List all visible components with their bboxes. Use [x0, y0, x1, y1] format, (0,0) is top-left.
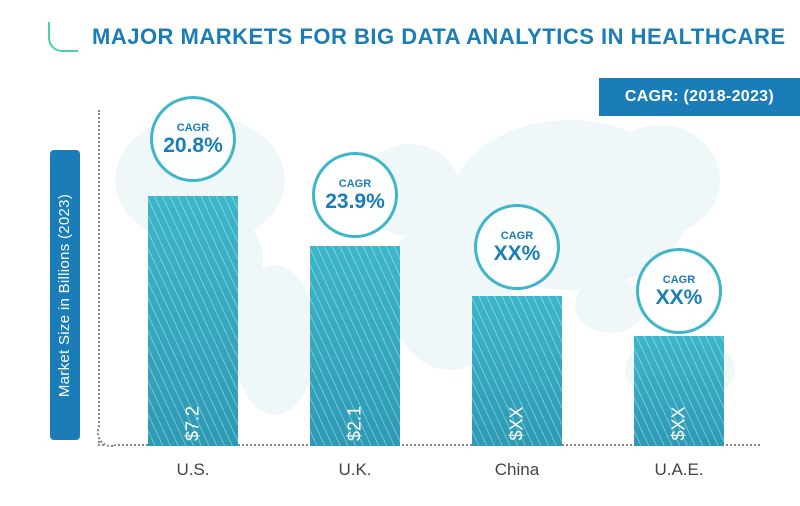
cagr-bubble-value: 23.9% [325, 191, 385, 212]
bar-us: $7.2 [148, 196, 238, 446]
cagr-bubble-value: XX% [494, 243, 541, 264]
title-container: MAJOR MARKETS FOR BIG DATA ANALYTICS IN … [48, 22, 786, 52]
y-axis-label: Market Size in Billions (2023) [57, 193, 74, 396]
cagr-bubble: CAGRXX% [636, 248, 722, 334]
bar-uae: $XX [634, 336, 724, 446]
cagr-bubble-label: CAGR [339, 178, 371, 190]
cagr-bubble-label: CAGR [663, 274, 695, 286]
y-axis-line [98, 110, 100, 446]
bar-value-label: $7.2 [183, 406, 204, 441]
y-axis-band: Market Size in Billions (2023) [50, 150, 80, 440]
cagr-bubble: CAGRXX% [474, 204, 560, 290]
cagr-bubble-value: XX% [656, 287, 703, 308]
cagr-bubble-label: CAGR [501, 230, 533, 242]
x-axis-tick-label: China [467, 460, 567, 480]
x-axis-tick-label: U.K. [305, 460, 405, 480]
chart-title: MAJOR MARKETS FOR BIG DATA ANALYTICS IN … [92, 24, 786, 50]
cagr-bubble: CAGR20.8% [150, 96, 236, 182]
bar-uk: $2.1 [310, 246, 400, 446]
x-axis-tick-label: U.S. [143, 460, 243, 480]
bar-value-label: $XX [669, 406, 690, 440]
cagr-bubble-value: 20.8% [163, 135, 223, 156]
plot-area: $7.2CAGR20.8%U.S.$2.1CAGR23.9%U.K.$XXCAG… [98, 110, 760, 446]
bar-value-label: $XX [507, 406, 528, 440]
bar-china: $XX [472, 296, 562, 446]
cagr-bubble: CAGR23.9% [312, 152, 398, 238]
bar-value-label: $2.1 [345, 406, 366, 441]
title-accent-line [48, 22, 78, 52]
x-axis-tick-label: U.A.E. [629, 460, 729, 480]
cagr-bubble-label: CAGR [177, 122, 209, 134]
